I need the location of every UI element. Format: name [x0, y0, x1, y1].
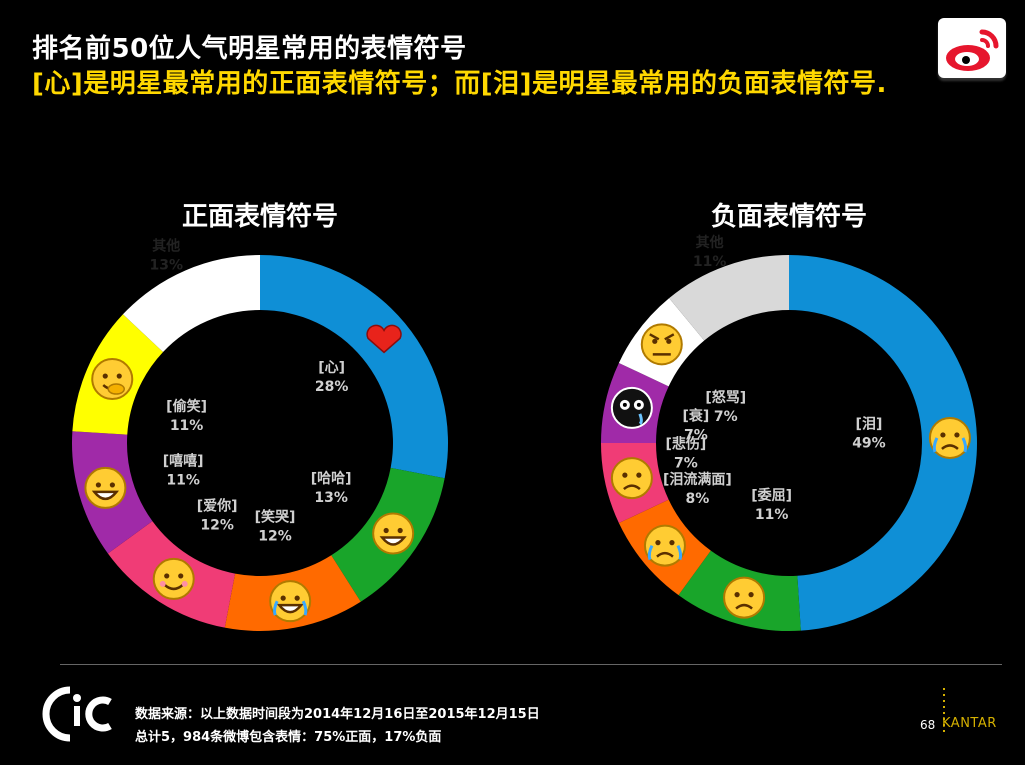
donut-chart-2: 负面表情符号[泪]49%[委屈]11%[泪流满面]8%[悲伤]7%[衰]7%[怒…: [601, 201, 977, 631]
slice-value-label: 11%: [166, 472, 200, 488]
slice-value-label: 11%: [170, 418, 204, 434]
slice-label: 其他: [152, 238, 180, 255]
slice-label: [爱你]: [197, 498, 238, 515]
divider: [60, 664, 1002, 665]
slice-label: [委屈]: [751, 487, 792, 504]
slice-value-label: 11%: [693, 254, 727, 270]
donut-slice: [789, 255, 977, 631]
slice-value-label: 49%: [852, 435, 886, 451]
page-subtitle: [心]是明星最常用的正面表情符号；而[泪]是明星最常用的负面表情符号.: [32, 69, 887, 99]
slice-value-label: 12%: [258, 529, 292, 545]
crying-face-icon: [928, 416, 971, 459]
giggling-face-icon: [91, 358, 134, 401]
slice-label: [泪流满面]: [663, 471, 732, 488]
weibo-logo-icon: [938, 18, 1006, 78]
slice-label: [悲伤]: [666, 435, 707, 452]
tears-of-joy-icon: [269, 580, 312, 623]
kantar-brand: KANTAR: [942, 716, 997, 731]
grinning-face-icon: [84, 466, 127, 509]
footer-source: 数据来源：以上数据时间段为2014年12月16日至2015年12月15日: [135, 707, 540, 722]
slice-label: 其他: [696, 234, 724, 251]
slice-value-label: 12%: [200, 518, 234, 534]
page-number: 68: [920, 718, 936, 732]
slice-value-label: 11%: [755, 507, 789, 523]
slice-label: [哈哈]: [311, 470, 352, 487]
angry-face-icon: [640, 323, 683, 366]
slice-value-label: 28%: [315, 379, 349, 395]
page-title: 排名前50位人气明星常用的表情符号: [32, 34, 467, 64]
slice-label: [偷笑]: [166, 398, 207, 415]
gloomy-black-face-icon: [610, 386, 653, 429]
donut-slice: [260, 255, 449, 479]
slice-value-label: 7%: [714, 409, 738, 425]
sad-face-icon: [610, 457, 653, 500]
donut-chart-1: 正面表情符号 [心] 28% [哈哈] 13% [笑哭] 12% [爱你] 12% [嘻嘻] 11%…: [72, 201, 449, 631]
chart-title: 负面表情符号: [711, 201, 867, 232]
chart-title: 正面表情符号: [182, 201, 338, 232]
cic-logo-icon: [40, 682, 120, 746]
slice-value-label: 8%: [685, 491, 709, 507]
kantar-dotted-line: [943, 688, 945, 732]
slice-label: [笑哭]: [255, 509, 296, 526]
footer-note: 总计5，984条微博包含表情：75%正面，17%负面: [135, 730, 442, 745]
donut-slice: [122, 254, 261, 352]
aggrieved-face-icon: [723, 576, 766, 619]
slice-value-label: 7%: [684, 428, 708, 444]
donut-slice: [669, 255, 789, 341]
sobbing-face-icon: [643, 524, 686, 567]
slice-label: [衰]: [683, 408, 710, 425]
slice-label: [泪]: [856, 415, 883, 432]
slice-value-label: 13%: [314, 490, 348, 506]
slice-label: [嘻嘻]: [163, 452, 204, 469]
slice-label: [心]: [318, 360, 345, 376]
slice-label: [怒骂]: [705, 389, 746, 406]
adoring-face-icon: [152, 557, 195, 600]
slice-value-label: 13%: [149, 258, 183, 274]
slice-value-label: 7%: [674, 455, 698, 471]
heart-icon: [366, 324, 402, 354]
laughing-face-icon: [372, 512, 415, 555]
